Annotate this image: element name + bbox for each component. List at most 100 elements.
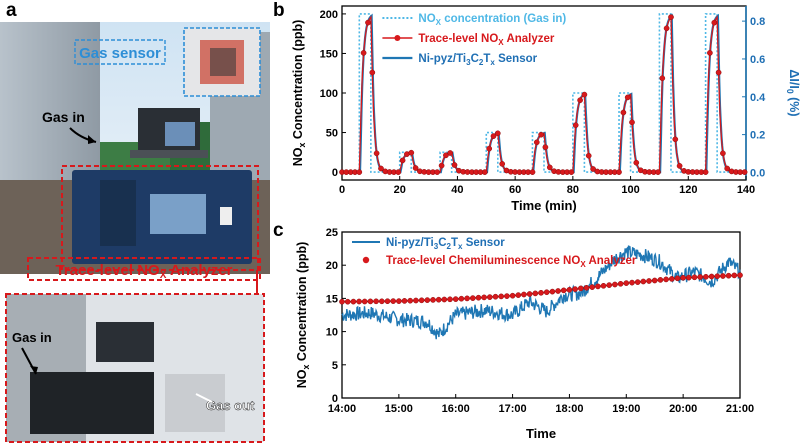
analyzer-marker-b (720, 150, 726, 157)
y-tick-label-c: 5 (332, 360, 338, 372)
analyzer-marker-c (350, 298, 357, 305)
analyzer-marker-b (490, 133, 497, 139)
analyzer-marker-b (546, 164, 553, 171)
x-tick-label-b: 60 (509, 184, 521, 196)
x-tick-label-c: 14:00 (328, 403, 356, 415)
x-tick-label-b: 40 (451, 184, 463, 196)
x-axis-label-c: Time (526, 426, 556, 441)
gas-bottles (165, 122, 195, 146)
analyzer-marker-b (633, 159, 640, 166)
analyzer-marker-c (651, 277, 658, 284)
laptop-base (130, 150, 208, 158)
building-left (0, 22, 100, 182)
analyzer-marker-c (475, 294, 482, 301)
y2-tick-label-b: 0.4 (750, 92, 766, 104)
analyzer-panel-left (100, 180, 136, 246)
analyzer-marker-c (378, 298, 385, 305)
analyzer-marker-c (504, 293, 510, 299)
analyzer-switch (220, 207, 232, 225)
analyzer-marker-b (585, 152, 592, 159)
analyzer-marker-c (367, 298, 374, 305)
analyzer-marker-b (438, 162, 445, 169)
analyzer-marker-b (443, 152, 449, 159)
analyzer-marker-c (452, 296, 459, 302)
lower-analyzer (30, 372, 154, 434)
analyzer-marker-b (447, 150, 454, 156)
x-tick-label-b: 20 (394, 184, 406, 196)
analyzer-marker-b (676, 163, 683, 169)
analyzer-marker-b (616, 169, 622, 175)
analyzer-marker-b (568, 169, 575, 175)
analyzer-marker-c (509, 292, 516, 299)
analyzer-marker-c (447, 296, 453, 303)
chart-c: 14:00 15:00 16:00 17:00 18:00 19:00 20:00 21:00… (295, 227, 754, 441)
x-tick-label-b: 0 (339, 184, 345, 196)
analyzer-marker-c (413, 297, 419, 304)
x-tick-label-c: 20:00 (669, 403, 697, 415)
analyzer-marker-c (720, 273, 726, 279)
gas-out-label: Gas out (206, 398, 255, 413)
analyzer-marker-c (731, 272, 738, 279)
y-tick-label-c: 20 (326, 260, 338, 272)
analyzer-marker-c (697, 274, 704, 280)
analyzer-marker-c (674, 275, 681, 282)
analyzer-marker-b (624, 94, 631, 101)
analyzer-marker-c (441, 296, 448, 303)
analyzer-marker-b (373, 150, 380, 157)
y-tick-label-c: 10 (326, 327, 338, 339)
y-tick-label-b: 0 (332, 167, 338, 179)
analyzer-marker-b (369, 69, 376, 76)
analyzer-marker-b (499, 161, 506, 167)
analyzer-dashed-frame (61, 165, 259, 271)
x-tick-label-b: 100 (621, 184, 639, 196)
y2-tick-label-b: 0.8 (750, 16, 765, 28)
analyzer-marker-b (494, 130, 501, 137)
analyzer-marker-c (663, 276, 669, 283)
analyzer-marker-b (659, 75, 666, 82)
analyzer-marker-b (365, 19, 371, 26)
analyzer-marker-c (407, 297, 414, 304)
analyzer-marker-c (361, 298, 368, 305)
analyzer-label-box (27, 257, 261, 281)
x-axis-label-b: Time (min) (511, 198, 577, 213)
analyzer-marker-c (646, 278, 652, 284)
y2-tick-label-b: 0.2 (750, 130, 765, 142)
gas-in-label-bottom: Gas in (12, 330, 52, 345)
analyzer-marker-b (378, 165, 384, 172)
analyzer-marker-b (481, 169, 488, 175)
analyzer-marker-b (360, 50, 367, 56)
analyzer-marker-c (691, 274, 698, 281)
analyzer-marker-b (707, 50, 713, 56)
sensor-chip (210, 48, 236, 76)
legend-label-sensor: Ni-pyz/Ti3C2Tx Sensor (418, 53, 537, 67)
legend-label-analyzer: Trace-level NOX Analyzer (418, 33, 555, 47)
analyzer-marker-c (634, 279, 641, 285)
analyzer-marker-c (435, 296, 442, 303)
analyzer-marker-c (623, 280, 630, 286)
analyzer-marker-c (526, 291, 533, 297)
analyzer-marker-c (617, 280, 624, 287)
y-axis-label-b: NOx Concentration (ppb) (291, 20, 307, 167)
analyzer-marker-c (521, 291, 527, 298)
analyzer-marker-c (612, 281, 618, 288)
analyzer-marker-b (655, 169, 661, 175)
analyzer-marker-c (737, 272, 743, 279)
analyzer-marker-b (663, 25, 670, 32)
panel-letter-a: a (6, 0, 17, 21)
analyzer-marker-b (581, 91, 588, 98)
analyzer-marker-c (708, 273, 715, 280)
lower-photo-frame (5, 293, 265, 443)
analyzer-marker-c (515, 292, 522, 298)
y-axis-label-c: NOx Concentration (ppb) (295, 242, 311, 389)
analyzer-marker-c (583, 284, 590, 291)
analyzer-label: Trace-level NOX Analyzer (55, 262, 232, 281)
analyzer-marker-b (434, 169, 441, 175)
legend-label-gas-in: NOX concentration (Gas in) (418, 13, 566, 27)
analyzer-display (150, 194, 206, 234)
y-tick-label-b: 150 (320, 48, 338, 60)
analyzer-marker-b (577, 97, 583, 104)
analyzer-marker-c (572, 286, 578, 292)
analyzer-marker-b (629, 119, 635, 126)
photo-panel: Gas sensor Gas in Trace-level NOX Analyz… (0, 22, 270, 443)
analyzer-marker-c (458, 295, 465, 302)
